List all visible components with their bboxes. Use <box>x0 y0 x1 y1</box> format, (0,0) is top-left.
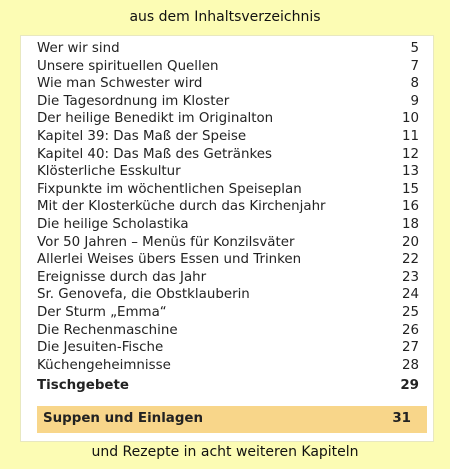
entry-title: Die Jesuiten-Fische <box>37 340 164 356</box>
entry-title: Die heilige Scholastika <box>37 217 189 232</box>
entry-title: Die Tagesordnung im Kloster <box>37 93 230 109</box>
toc-row: Unsere spirituellen Quellen 7 <box>37 58 419 76</box>
entry-page: 10 <box>401 111 419 127</box>
entry-page: 15 <box>401 181 419 197</box>
entry-title: Wie man Schwester wird <box>37 76 203 92</box>
toc-row: Kapitel 39: Das Maß der Speise 11 <box>37 128 419 146</box>
toc-row: Wer wir sind 5 <box>37 40 419 58</box>
toc-row: Wie man Schwester wird 8 <box>37 75 419 93</box>
entry-title: Sr. Genovefa, die Obstklauberin <box>37 287 250 303</box>
toc-row: Die Rechenmaschine 26 <box>37 322 419 340</box>
entry-title: Der heilige Benedikt im Originalton <box>37 111 274 127</box>
toc-row: Klösterliche Esskultur 13 <box>37 163 419 181</box>
entry-title: Unsere spirituellen Quellen <box>37 58 219 74</box>
entry-page: 24 <box>401 287 419 303</box>
entry-title: Ereignisse durch das Jahr <box>37 269 207 285</box>
entry-page: 25 <box>401 305 419 320</box>
entry-page: 20 <box>401 234 419 250</box>
entry-page: 23 <box>401 269 419 285</box>
entry-page: 31 <box>392 411 411 426</box>
entry-page: 26 <box>401 322 419 338</box>
toc-row: Tischgebete 29 <box>37 377 419 395</box>
entry-page: 28 <box>401 357 419 373</box>
entry-page: 11 <box>401 129 419 144</box>
entry-title: Allerlei Weises übers Essen und Trinken <box>37 252 302 268</box>
footer-text: und Rezepte in acht weiteren Kapiteln <box>91 444 359 460</box>
toc-row: Der heilige Benedikt im Originalton 10 <box>37 110 419 128</box>
entry-page: 29 <box>400 378 419 393</box>
entry-title: Fixpunkte im wöchentlichen Speiseplan <box>37 181 302 197</box>
entry-title: Vor 50 Jahren – Menüs für Konzilsväter <box>37 234 295 250</box>
entry-title: Wer wir sind <box>37 41 120 56</box>
entry-title: Tischgebete <box>37 378 129 393</box>
entry-page: 13 <box>401 164 419 180</box>
entry-page: 22 <box>401 252 419 268</box>
entry-title: Kapitel 40: Das Maß des Getränkes <box>37 146 272 162</box>
entry-title: Die Rechenmaschine <box>37 322 178 338</box>
entry-title: Suppen und Einlagen <box>43 411 204 426</box>
header-title: aus dem Inhaltsverzeichnis <box>129 9 321 25</box>
entry-title: Der Sturm „Emma“ <box>37 305 167 320</box>
toc-row: Allerlei Weises übers Essen und Trinken 2… <box>37 251 419 269</box>
toc-row: Sr. Genovefa, die Obstklauberin 24 <box>37 286 419 304</box>
entry-title: Mit der Klosterküche durch das Kirchenja… <box>37 199 326 215</box>
toc-row: Suppen und Einlagen 31 <box>43 410 411 428</box>
entry-title: Kapitel 39: Das Maß der Speise <box>37 129 247 144</box>
entry-page: 7 <box>410 58 419 74</box>
toc-row: Ereignisse durch das Jahr 23 <box>37 269 419 287</box>
entry-title: Klösterliche Esskultur <box>37 164 181 180</box>
toc-row: Küchengeheimnisse 28 <box>37 357 419 375</box>
toc-row: Die heilige Scholastika 18 <box>37 216 419 234</box>
toc-row: Der Sturm „Emma“ 25 <box>37 304 419 322</box>
entry-page: 16 <box>401 199 419 215</box>
entry-title: Küchengeheimnisse <box>37 357 171 373</box>
entry-page: 27 <box>401 340 419 356</box>
entry-page: 8 <box>410 76 419 92</box>
toc-row: Vor 50 Jahren – Menüs für Konzilsväter 20 <box>37 234 419 252</box>
toc-row: Die Jesuiten-Fische 27 <box>37 339 419 357</box>
toc-row: Die Tagesordnung im Kloster 9 <box>37 93 419 111</box>
toc-row: Mit der Klosterküche durch das Kirchenja… <box>37 198 419 216</box>
toc-box: Suppen und Einlagen 31 Wer wir sind 5 Unser… <box>20 35 434 442</box>
entry-page: 18 <box>401 217 419 232</box>
entry-page: 9 <box>410 93 419 109</box>
toc-row: Kapitel 40: Das Maß des Getränkes 12 <box>37 146 419 164</box>
entry-page: 12 <box>401 146 419 162</box>
toc-row: Fixpunkte im wöchentlichen Speiseplan 15 <box>37 181 419 199</box>
section-band: Suppen und Einlagen 31 <box>37 406 427 433</box>
entry-page: 5 <box>410 41 419 56</box>
